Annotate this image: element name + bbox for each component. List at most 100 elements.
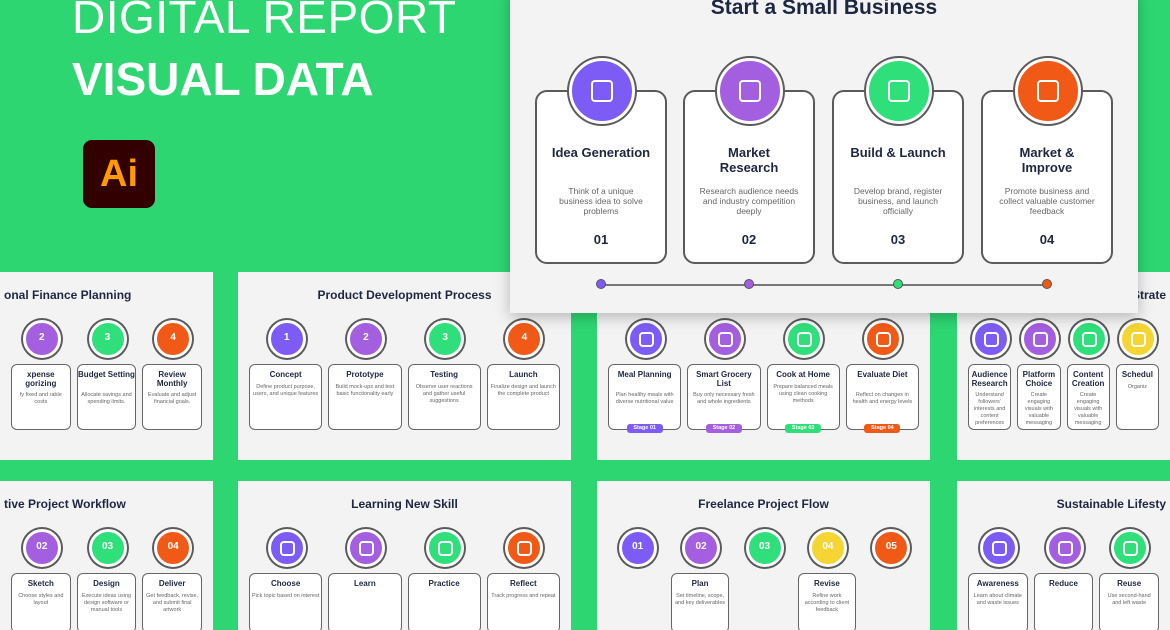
item-box (142, 364, 202, 430)
item-desc: Use second-hand and left waste (1107, 593, 1151, 606)
icon-glyph (1057, 541, 1073, 556)
item-label: Audience Research (971, 370, 1008, 388)
item-label: Review Monthly (156, 370, 188, 388)
icon-glyph (1123, 541, 1139, 556)
item-icon: 04 (154, 529, 193, 567)
item-box (76, 364, 137, 430)
item-box (328, 573, 402, 630)
item-box (798, 573, 856, 630)
item-icon (785, 320, 824, 358)
slide: Learning New Skill Choose Pick topic based… (238, 481, 571, 630)
main-title: Start a Small Business (710, 0, 938, 19)
item-box (687, 364, 761, 430)
item-icon (346, 529, 385, 567)
timeline-dot (1042, 279, 1052, 289)
item-box (407, 573, 481, 630)
item-icon (1119, 320, 1158, 358)
step-label: Market Research (719, 145, 779, 175)
step-number: 03 (890, 232, 906, 247)
timeline (601, 284, 1047, 286)
item-desc: Get feedback, revise, and submit final a… (146, 593, 199, 613)
item-icon (1070, 320, 1109, 358)
item-icon: 02 (22, 529, 61, 567)
step-number: 02 (741, 232, 757, 247)
item-label: Revise (813, 579, 840, 588)
item-box (671, 573, 729, 630)
icon-glyph (797, 332, 813, 347)
slide: tive Project Workflow 02 Sketch Choose styl… (0, 481, 213, 630)
item-box (968, 573, 1028, 630)
icon-glyph (438, 541, 454, 556)
timeline-dot (893, 279, 903, 289)
item-label: Choose (270, 579, 301, 588)
item-desc: Build mock-ups and test basic functional… (335, 384, 395, 397)
slide: onal Finance Planning 2 xpense gorizing fy … (0, 272, 213, 460)
item-desc: Set timeline, scope, and key deliverable… (675, 593, 726, 606)
item-icon (971, 320, 1010, 358)
icon-glyph (638, 332, 654, 347)
item-desc: Understand followers' interests and cont… (973, 392, 1006, 426)
item-desc: Choose styles and layout (18, 593, 64, 606)
item-icon (505, 529, 544, 567)
step-icon (569, 58, 635, 124)
item-label: Meal Planning (617, 370, 672, 379)
item-icon: 4 (154, 320, 193, 358)
item-number: 01 (632, 541, 644, 552)
timeline-dot (596, 279, 606, 289)
step-icon (866, 58, 932, 124)
icon-glyph (876, 332, 892, 347)
timeline-dot (744, 279, 754, 289)
item-box (1017, 364, 1061, 430)
icon-glyph (358, 541, 374, 556)
step-desc: Think of a unique business idea to solve… (559, 186, 643, 216)
item-desc: Learn about climate and waste issues (973, 593, 1022, 606)
step-label: Build & Launch (850, 145, 946, 160)
item-desc: Refine work according to client feedback (804, 593, 850, 613)
item-icon: 04 (808, 529, 847, 567)
item-icon: 2 (22, 320, 61, 358)
item-desc: Allocate savings and spending limits. (81, 392, 132, 405)
item-box (76, 573, 137, 630)
item-label: Practice (428, 579, 460, 588)
item-icon: 01 (618, 529, 657, 567)
icon-glyph (983, 332, 999, 347)
item-icon: 3 (426, 320, 465, 358)
slide-title: Learning New Skill (351, 497, 458, 511)
slide-title: Strate (1131, 288, 1166, 302)
item-label: Budget Setting (78, 370, 135, 379)
item-label: Content Creation (1071, 370, 1105, 388)
item-number: 4 (521, 332, 528, 343)
item-icon: 4 (505, 320, 544, 358)
icon-glyph (717, 332, 733, 347)
item-number: 2 (39, 332, 45, 343)
item-label: Reduce (1049, 579, 1078, 588)
step-desc: Research audience needs and industry com… (699, 186, 799, 216)
header-line2: VISUAL DATA (72, 53, 374, 105)
item-desc: Organiz (1127, 384, 1147, 390)
item-label: Smart Grocery List (696, 370, 752, 388)
item-desc: Create engaging visuals with valuable me… (1074, 392, 1103, 426)
item-desc: Execute ideas using design software or m… (81, 593, 132, 613)
item-desc: Evaluate and adjust financial goals. (147, 392, 197, 405)
icon-glyph (888, 80, 910, 102)
item-label: Awareness (976, 579, 1019, 588)
item-tag: Stage 03 (785, 424, 822, 433)
item-desc: fy fixed and rable costs (19, 392, 62, 405)
slide-title: Sustainable Lifesty (1056, 497, 1166, 511)
step-number: 01 (593, 232, 609, 247)
item-icon: 05 (872, 529, 911, 567)
item-box (328, 364, 402, 430)
slide: Sustainable Lifesty Awareness Learn about … (957, 481, 1170, 630)
item-icon: 3 (88, 320, 127, 358)
step-icon (1015, 58, 1081, 124)
item-number: 3 (104, 332, 111, 343)
item-box (142, 573, 202, 630)
item-desc: Prepare balanced meals using clean cooki… (773, 384, 833, 404)
main-slide: Start a Small Business Idea Generation Th… (510, 0, 1138, 313)
item-number: 03 (758, 541, 771, 552)
item-label: Launch (509, 370, 538, 379)
item-desc: Pick topic based on interest (252, 593, 320, 599)
item-label: Reuse (1117, 579, 1142, 588)
item-icon (626, 320, 665, 358)
item-icon (1020, 320, 1059, 358)
